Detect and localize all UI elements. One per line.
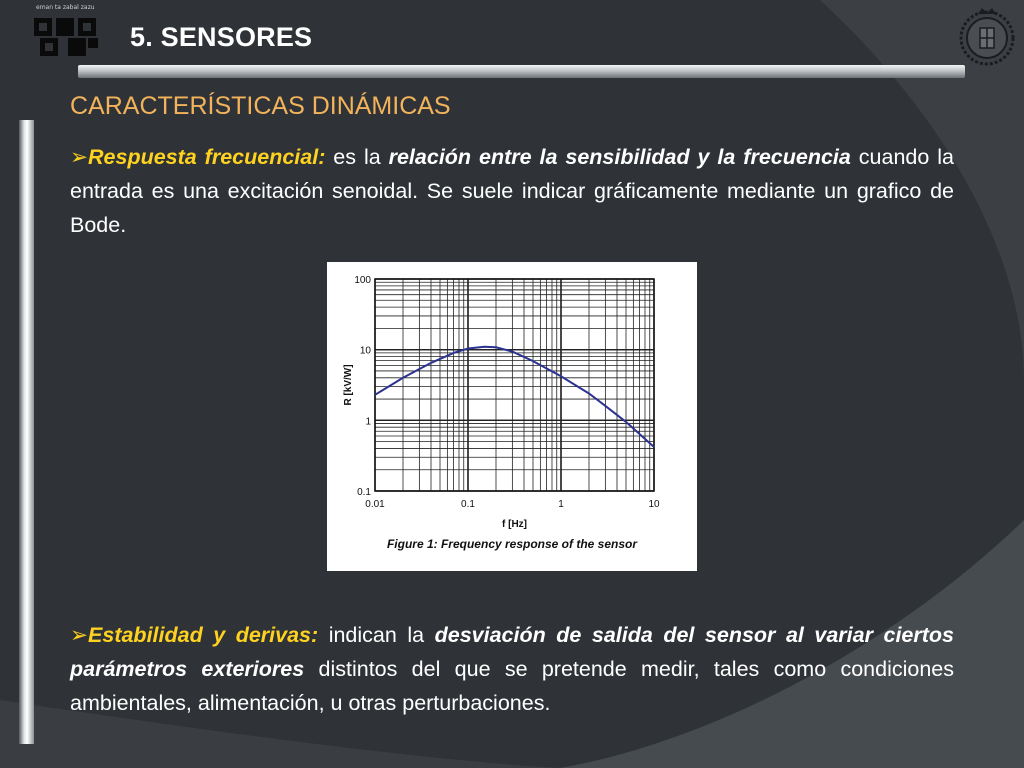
section-title: CARACTERÍSTICAS DINÁMICAS [70,92,451,120]
paragraph1-text2: cuando la entrada es una excitación seno… [70,145,954,237]
x-tick-label: 0.1 [461,499,475,510]
y-tick-label: 10 [360,346,372,357]
paragraph1-emphasis: relación entre la sensibilidad y la frec… [388,145,851,169]
y-tick-label: 1 [365,416,371,427]
bode-figure: 0.01 0.1 1 10 0.1 1 10 100 f [Hz] R [kV/W] Figure… [327,262,697,571]
y-tick-label: 100 [354,275,371,286]
response-curve [374,345,655,448]
university-logo: eman ta zabal zazu [30,4,104,64]
x-tick-label: 0.01 [365,499,385,510]
logo-emblem-icon [34,18,98,56]
university-seal-icon [959,8,1015,66]
term-stability: Estabilidad y derivas: [88,623,319,647]
paragraph-frequency-response: ➢Respuesta frecuencial: es la relación e… [70,140,954,242]
bullet-arrow-icon: ➢ [70,623,89,647]
x-axis-label: f [Hz] [502,519,527,530]
page-title: 5. SENSORES [130,22,313,52]
title-divider-bar [78,65,965,78]
x-tick-label: 10 [648,499,660,510]
y-tick-label: 0.1 [357,487,371,498]
bullet-arrow-icon: ➢ [70,145,89,169]
paragraph2-emphasis: desviación de salida del sensor al varia… [70,623,954,681]
paragraph2-text1: indican la [318,623,435,647]
paragraph-stability: ➢Estabilidad y derivas: indican la desvi… [70,618,954,720]
term-frequency-response: Respuesta frecuencial: [88,145,326,169]
plot-frame [374,278,655,492]
paragraph1-text1: es la [325,145,389,169]
paragraph2-text2: distintos del que se pretende medir, tal… [70,657,954,715]
y-axis-label: R [kV/W] [343,364,354,405]
figure-caption: Figure 1: Frequency response of the sens… [386,537,638,551]
x-tick-label: 1 [558,499,564,510]
logo-caption: eman ta zabal zazu [36,4,95,11]
side-accent-bar [19,120,34,744]
